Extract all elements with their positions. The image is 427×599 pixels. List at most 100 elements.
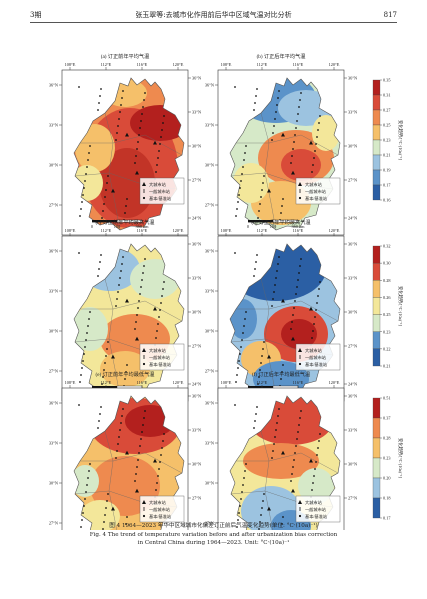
colorbar-segment: [372, 348, 381, 367]
station-marker: [271, 305, 273, 307]
station-marker: [273, 125, 275, 127]
legend-label: 大城市站: [149, 181, 166, 188]
station-marker: [100, 406, 102, 408]
lon-tick-label: 108°E: [65, 228, 76, 233]
station-marker: [102, 376, 104, 378]
legend-symbol-big-city: [298, 500, 302, 504]
station-marker: [87, 159, 89, 161]
colorbar-segment: [372, 314, 381, 332]
legend-label: 一般城市站: [149, 188, 170, 195]
lon-tick-label: 120°E: [329, 380, 340, 385]
station-marker: [297, 113, 299, 115]
map-body: [73, 395, 185, 530]
station-marker: [313, 323, 315, 325]
lon-tick-label: 120°E: [173, 62, 184, 67]
map-panel-f: (f) 订正后年平均最低气温 108°E 112°E 116°E 120°E 36°N 33…: [205, 370, 404, 530]
panel-title: (a) 订正前年平均气温: [101, 52, 150, 60]
lat-tick-label: 30°N: [49, 481, 58, 486]
station-marker: [234, 252, 236, 254]
lat-tick-label: 30°N: [49, 163, 58, 168]
legend-symbol-basic: [298, 196, 302, 200]
scale-bar-black: [248, 386, 273, 389]
panel-title: (b) 订正后年平均气温: [257, 52, 306, 60]
colorbar-segment: [372, 109, 381, 126]
colorbar-tick-label: 0.20: [383, 476, 391, 481]
station-marker: [106, 348, 108, 350]
station-marker: [124, 212, 126, 214]
station-marker: [278, 256, 280, 258]
station-marker: [160, 454, 162, 456]
station-marker: [254, 102, 256, 104]
panel-title: (d) 订正后年平均最高气温: [251, 218, 310, 226]
station-marker: [116, 132, 118, 134]
map-panel-e: (e) 订正前年平均最低气温 108°E 112°E 116°E 120°E 36°N 33…: [49, 370, 201, 530]
station-marker: [313, 475, 315, 477]
lat-tick-label: 27°N: [192, 344, 201, 349]
colorbar-segment: [372, 437, 381, 459]
station-marker: [136, 466, 138, 468]
lat-tick-label: 36°N: [192, 76, 201, 81]
station-marker: [276, 270, 278, 272]
station-marker: [235, 381, 237, 383]
station-marker: [236, 208, 238, 210]
station-marker: [317, 295, 319, 297]
lat-tick-label: 33°N: [348, 428, 357, 433]
station-marker: [276, 422, 278, 424]
station-marker: [160, 136, 162, 138]
big-city-marker: [111, 506, 115, 511]
station-marker: [106, 182, 108, 184]
lon-tick-label: 112°E: [257, 380, 268, 385]
lon-tick-label: 112°E: [257, 62, 268, 67]
station-marker: [300, 92, 302, 94]
station-marker: [277, 97, 279, 99]
colorbar-segment: [372, 139, 381, 156]
station-marker: [271, 457, 273, 459]
station-marker: [101, 383, 103, 385]
station-marker: [317, 129, 319, 131]
station-marker: [118, 284, 120, 286]
legend-symbol-basic: [298, 514, 302, 518]
station-marker: [296, 120, 298, 122]
station-marker: [88, 318, 90, 320]
station-marker: [117, 291, 119, 293]
station-marker: [143, 265, 145, 267]
station-marker: [136, 314, 138, 316]
station-marker: [126, 364, 128, 366]
station-marker: [118, 118, 120, 120]
station-marker: [262, 182, 264, 184]
lat-tick-label: 30°N: [192, 462, 201, 467]
big-city-marker: [135, 488, 139, 493]
station-marker: [275, 429, 277, 431]
colorbar-segment: [372, 184, 381, 201]
colorbar-segment: [372, 94, 381, 111]
legend-box: [139, 177, 185, 205]
station-marker: [257, 383, 259, 385]
lat-tick-label: 27°N: [49, 203, 58, 208]
station-marker: [293, 459, 295, 461]
station-marker: [137, 307, 139, 309]
station-marker: [258, 376, 260, 378]
lat-tick-label: 33°N: [348, 110, 357, 115]
station-marker: [87, 477, 89, 479]
station-marker: [119, 277, 121, 279]
legend-box: [295, 495, 341, 523]
station-marker: [86, 484, 88, 486]
station-marker: [143, 99, 145, 101]
station-marker: [138, 452, 140, 454]
station-marker: [135, 155, 137, 157]
lat-tick-label: 24°N: [348, 382, 357, 387]
station-marker: [121, 263, 123, 265]
scale-bar-white: [272, 219, 299, 223]
scale-bar: 0 180 360 km: [91, 219, 149, 229]
station-marker: [155, 337, 157, 339]
lat-tick-label: 36°N: [49, 83, 58, 88]
station-marker: [103, 521, 105, 523]
station-marker: [105, 355, 107, 357]
lat-tick-label: 36°N: [348, 394, 357, 399]
lat-tick-label: 33°N: [205, 123, 214, 128]
station-marker: [86, 332, 88, 334]
station-marker: [261, 355, 263, 357]
station-marker: [82, 512, 84, 514]
station-marker: [125, 523, 127, 525]
